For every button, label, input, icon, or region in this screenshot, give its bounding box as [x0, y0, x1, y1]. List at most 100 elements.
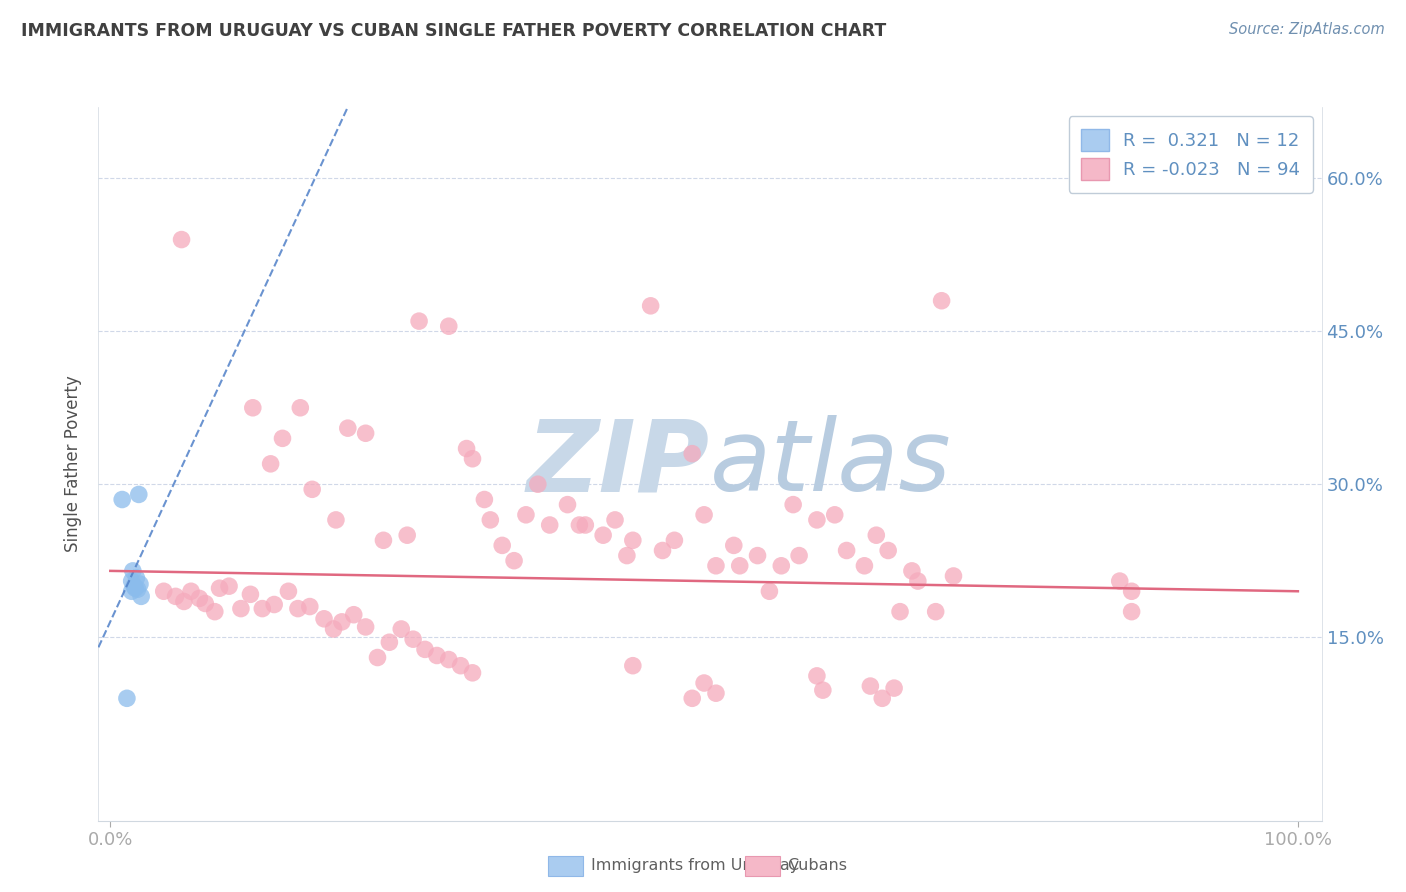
Point [354, 620, 377, 634]
Point [681, 691, 703, 706]
Point [242, 401, 264, 415]
Point [664, 533, 686, 548]
Point [204, 605, 226, 619]
Point [437, 319, 460, 334]
Point [413, 642, 436, 657]
Point [824, 508, 846, 522]
Point [121, 574, 143, 588]
Point [336, 421, 359, 435]
Point [218, 579, 240, 593]
Point [173, 594, 195, 608]
Point [122, 579, 145, 593]
Point [330, 615, 353, 629]
Point [1121, 605, 1143, 619]
Point [194, 597, 217, 611]
Point [180, 584, 202, 599]
Point [704, 558, 727, 573]
Point [728, 558, 751, 573]
Point [402, 632, 425, 647]
Text: Immigrants from Uruguay: Immigrants from Uruguay [591, 858, 799, 872]
Point [515, 508, 537, 522]
Point [693, 676, 716, 690]
Point [124, 581, 146, 595]
Point [806, 669, 828, 683]
Point [704, 686, 727, 700]
Y-axis label: Single Father Poverty: Single Father Poverty [65, 376, 83, 552]
Point [616, 549, 638, 563]
Point [165, 590, 187, 604]
Point [252, 601, 274, 615]
Point [491, 538, 513, 552]
Point [592, 528, 614, 542]
Point [373, 533, 395, 548]
Point [312, 612, 335, 626]
Point [229, 601, 252, 615]
Point [1108, 574, 1130, 588]
Point [396, 528, 419, 542]
Text: atlas: atlas [710, 416, 952, 512]
Point [782, 498, 804, 512]
Point [129, 577, 152, 591]
Point [208, 581, 231, 595]
Legend: R =  0.321   N = 12, R = -0.023   N = 94: R = 0.321 N = 12, R = -0.023 N = 94 [1069, 116, 1313, 193]
Point [859, 679, 882, 693]
Point [557, 498, 579, 512]
Point [111, 492, 134, 507]
Point [503, 554, 526, 568]
Point [378, 635, 401, 649]
Point [479, 513, 502, 527]
Point [527, 477, 550, 491]
Point [924, 605, 946, 619]
Point [693, 508, 716, 522]
Point [883, 681, 905, 695]
Point [115, 691, 138, 706]
Point [263, 598, 285, 612]
Point [456, 442, 478, 456]
Point [322, 622, 344, 636]
Point [354, 426, 377, 441]
Point [121, 564, 143, 578]
Point [787, 549, 810, 563]
Point [603, 513, 626, 527]
Point [568, 518, 591, 533]
Point [287, 601, 309, 615]
Point [389, 622, 412, 636]
Point [290, 401, 312, 415]
Point [865, 528, 887, 542]
Point [128, 487, 150, 501]
Text: ZIP: ZIP [527, 416, 710, 512]
Point [325, 513, 347, 527]
Point [538, 518, 561, 533]
Point [188, 591, 211, 606]
Point [461, 451, 484, 466]
Point [889, 605, 911, 619]
Point [942, 569, 965, 583]
Point [343, 607, 366, 622]
Point [461, 665, 484, 680]
Point [681, 447, 703, 461]
Point [574, 518, 596, 533]
Point [301, 483, 323, 497]
Point [437, 652, 460, 666]
Point [651, 543, 673, 558]
Point [811, 683, 834, 698]
Point [1121, 584, 1143, 599]
Point [806, 513, 828, 527]
Point [877, 543, 900, 558]
Point [474, 492, 496, 507]
Point [621, 533, 644, 548]
Text: IMMIGRANTS FROM URUGUAY VS CUBAN SINGLE FATHER POVERTY CORRELATION CHART: IMMIGRANTS FROM URUGUAY VS CUBAN SINGLE … [21, 22, 886, 40]
Point [408, 314, 430, 328]
Point [931, 293, 953, 308]
Point [239, 587, 262, 601]
Point [277, 584, 299, 599]
Point [723, 538, 745, 552]
Text: Source: ZipAtlas.com: Source: ZipAtlas.com [1229, 22, 1385, 37]
Point [129, 590, 152, 604]
Point [758, 584, 780, 599]
Point [152, 584, 174, 599]
Text: Cubans: Cubans [787, 858, 848, 872]
Point [298, 599, 321, 614]
Point [901, 564, 924, 578]
Point [450, 658, 472, 673]
